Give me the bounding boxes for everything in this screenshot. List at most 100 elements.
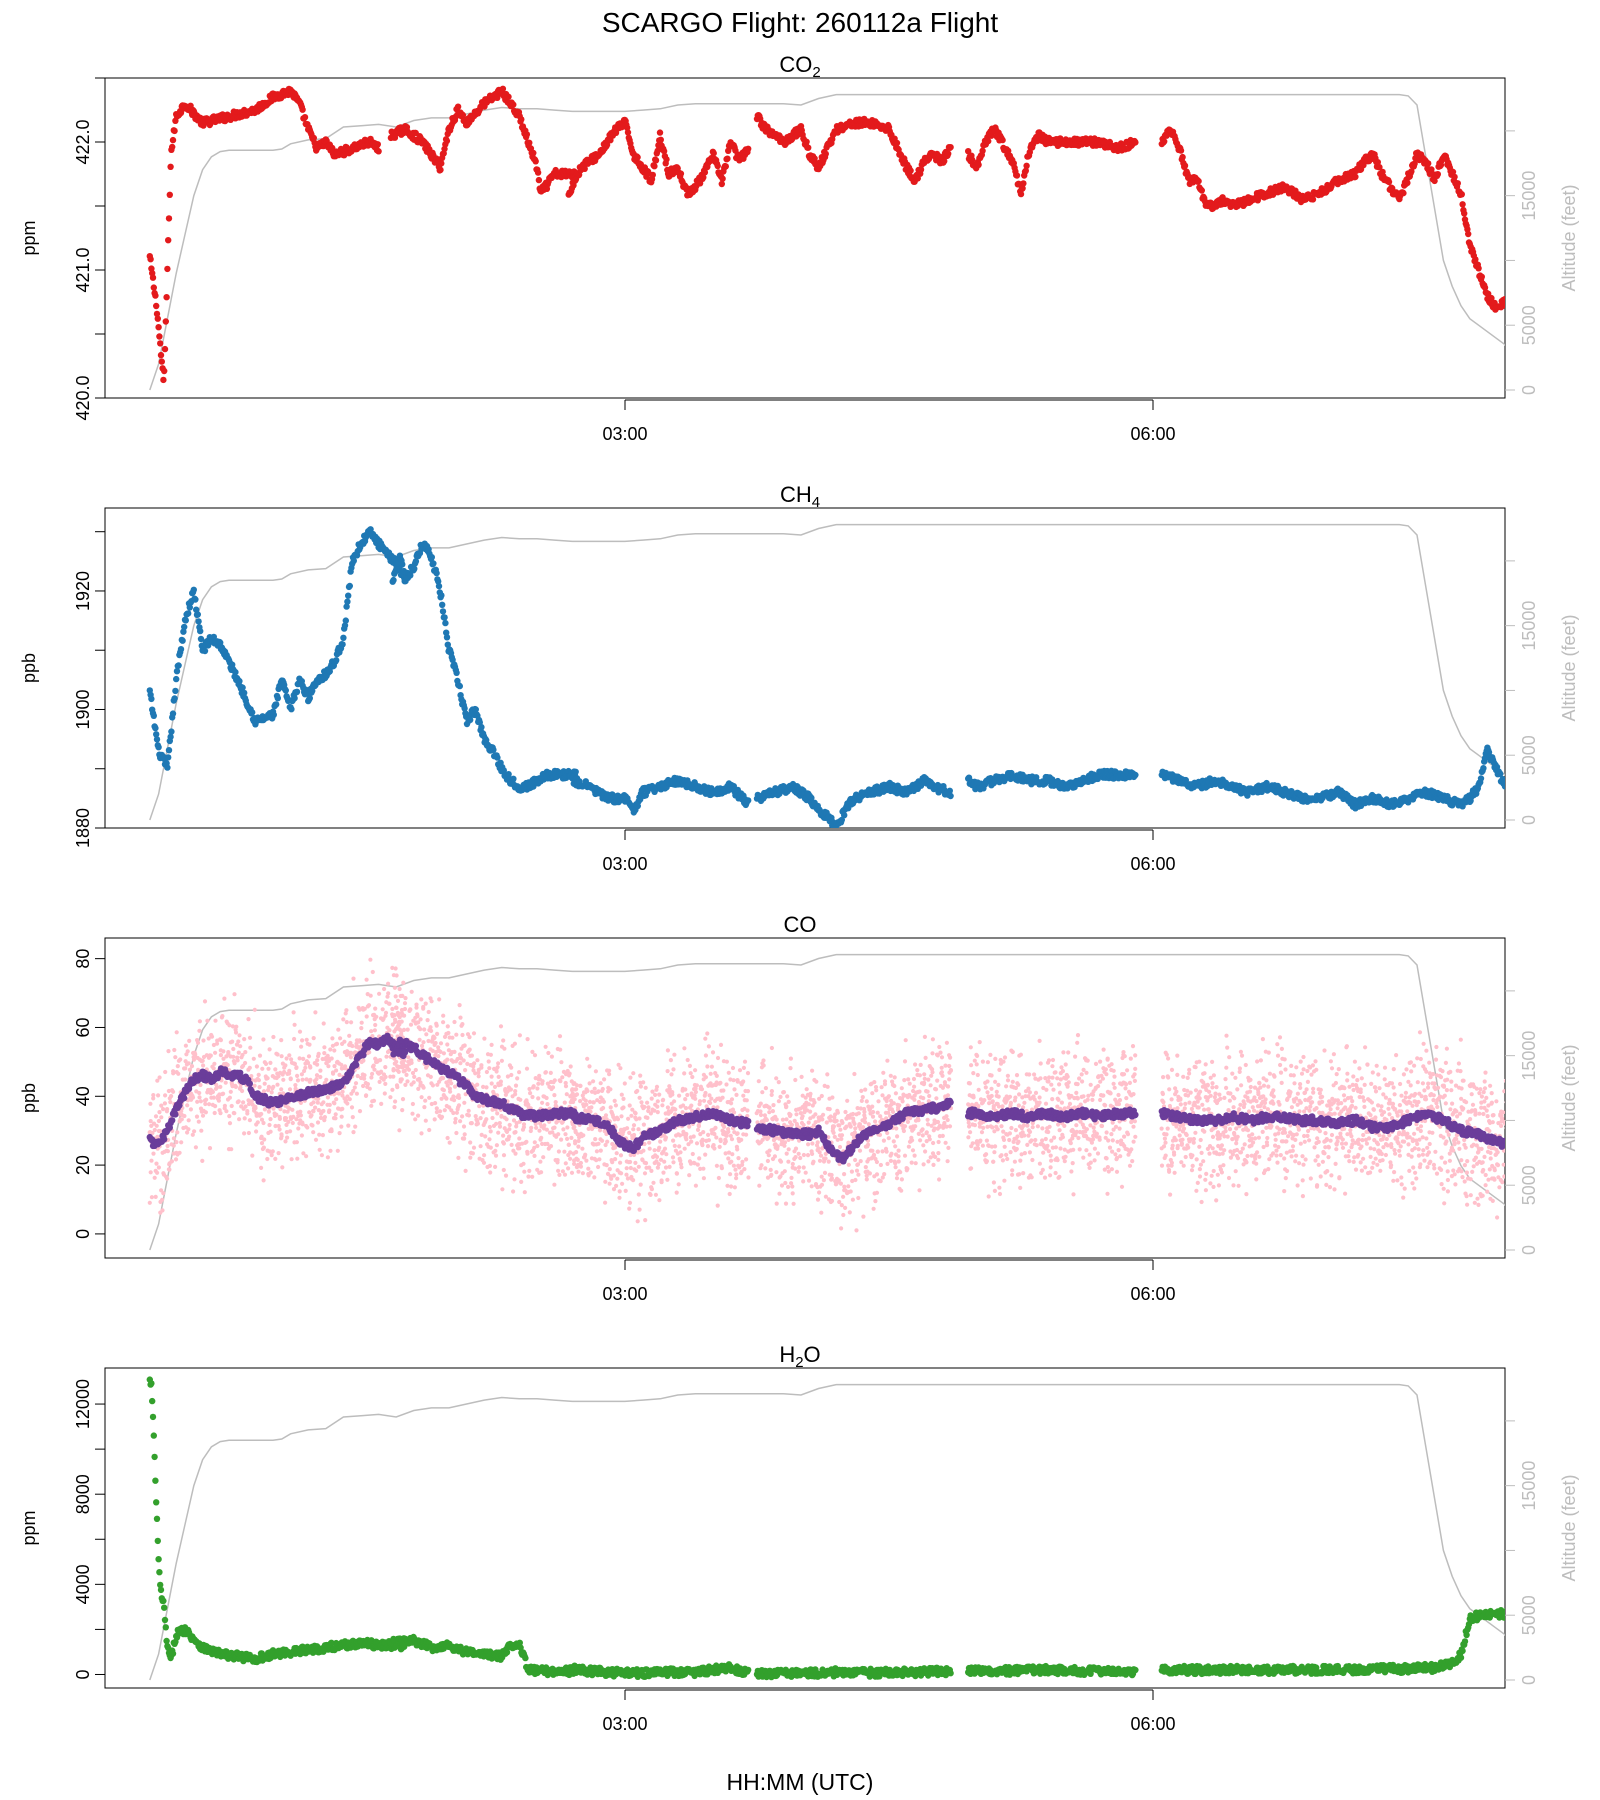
- raw-point: [545, 1141, 550, 1146]
- data-point: [166, 191, 173, 198]
- data-point: [1506, 787, 1512, 793]
- raw-point: [169, 1159, 174, 1164]
- raw-point: [422, 1027, 427, 1032]
- raw-point: [501, 1141, 506, 1146]
- raw-point: [394, 973, 399, 978]
- data-point: [472, 706, 479, 713]
- raw-point: [488, 1052, 493, 1057]
- data-point: [341, 622, 349, 629]
- raw-point: [478, 1144, 483, 1149]
- raw-point: [322, 1051, 327, 1056]
- raw-point: [161, 1107, 166, 1112]
- raw-point: [216, 1098, 221, 1103]
- data-point: [171, 127, 178, 135]
- y-tick-label: 422.0: [73, 119, 93, 164]
- raw-point: [452, 1019, 457, 1025]
- data-point: [985, 137, 992, 145]
- raw-point: [201, 1038, 206, 1043]
- data-point: [160, 376, 167, 384]
- raw-point: [543, 1044, 548, 1049]
- data-point: [153, 736, 161, 743]
- data-point: [201, 647, 209, 655]
- raw-point: [509, 1072, 514, 1078]
- raw-point: [259, 1111, 264, 1117]
- raw-point: [493, 1153, 499, 1158]
- y-axis-title: ppb: [19, 653, 39, 683]
- data-point: [443, 137, 451, 145]
- raw-point: [388, 1095, 393, 1100]
- raw-point: [540, 1079, 545, 1084]
- raw-point: [153, 1114, 159, 1119]
- data-point: [999, 136, 1006, 144]
- raw-point: [311, 1036, 316, 1041]
- raw-point: [182, 1113, 187, 1119]
- raw-point: [357, 1039, 363, 1044]
- raw-point: [442, 1108, 447, 1113]
- raw-point: [525, 1151, 530, 1156]
- data-point: [270, 711, 277, 718]
- panel-title-main: CO: [779, 52, 812, 77]
- data-point: [523, 131, 531, 138]
- raw-point: [233, 1030, 239, 1035]
- raw-point: [370, 969, 375, 975]
- raw-point: [269, 1153, 274, 1158]
- data-point: [534, 169, 542, 176]
- raw-point: [387, 1028, 392, 1033]
- data-point: [700, 174, 707, 181]
- raw-point: [292, 1036, 297, 1042]
- raw-point: [545, 1102, 550, 1107]
- raw-point: [249, 1074, 254, 1079]
- data-point: [1198, 187, 1206, 194]
- raw-point: [159, 1115, 164, 1120]
- raw-point: [202, 999, 208, 1004]
- data-point: [149, 274, 157, 281]
- data-point: [1458, 191, 1466, 198]
- raw-point: [507, 1134, 512, 1139]
- raw-point: [243, 1104, 248, 1109]
- raw-point: [306, 1060, 311, 1065]
- raw-point: [393, 1017, 398, 1022]
- y-tick-label: 1880: [73, 808, 93, 848]
- raw-point: [398, 993, 403, 999]
- raw-point: [537, 1128, 542, 1133]
- raw-point: [324, 1077, 329, 1082]
- raw-point: [374, 1014, 379, 1019]
- data-point: [701, 169, 709, 176]
- raw-point: [160, 1208, 165, 1213]
- raw-point: [418, 1027, 423, 1032]
- raw-point: [212, 1061, 217, 1066]
- data-point: [510, 101, 517, 108]
- raw-point: [183, 1059, 188, 1064]
- panel-title-main: CH: [780, 482, 812, 507]
- raw-point: [240, 1088, 245, 1094]
- raw-point: [300, 1077, 305, 1082]
- raw-point: [432, 1035, 437, 1040]
- raw-point: [252, 1007, 257, 1012]
- raw-point: [532, 1153, 537, 1158]
- raw-point: [308, 1077, 313, 1082]
- raw-point: [268, 1117, 273, 1122]
- data-point: [535, 176, 543, 184]
- raw-point: [171, 1071, 176, 1076]
- raw-point: [524, 1066, 530, 1071]
- raw-point: [191, 1057, 197, 1062]
- raw-point: [493, 1164, 498, 1169]
- data-point: [1408, 168, 1415, 175]
- raw-point: [428, 1074, 433, 1079]
- data-point: [411, 565, 418, 572]
- raw-point: [308, 1065, 313, 1070]
- raw-point: [418, 1080, 423, 1085]
- raw-point: [225, 1062, 230, 1068]
- raw-point: [173, 1157, 179, 1162]
- raw-point: [243, 1060, 248, 1066]
- raw-point: [301, 1151, 306, 1156]
- panel-title-sub: 2: [812, 64, 820, 81]
- raw-point: [488, 1145, 493, 1150]
- raw-point: [295, 1073, 300, 1078]
- raw-point: [439, 1114, 445, 1119]
- raw-point: [467, 1047, 472, 1052]
- data-point: [282, 687, 289, 694]
- raw-point: [513, 1092, 518, 1097]
- raw-point: [447, 1140, 452, 1145]
